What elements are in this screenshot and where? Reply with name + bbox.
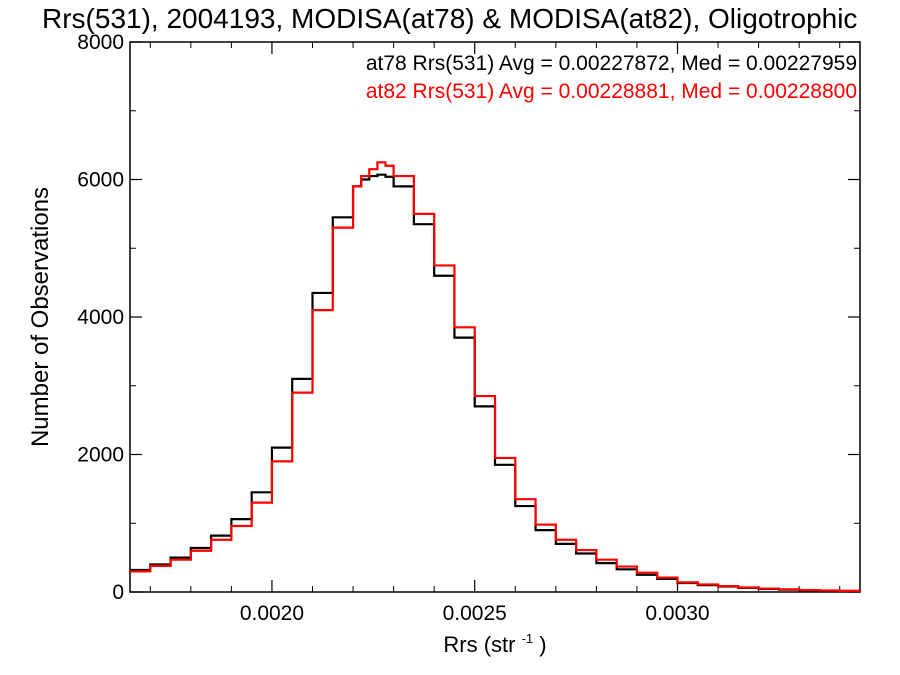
x-axis-label-superscript: -1 (522, 631, 534, 646)
x-tick-label: 0.0025 (443, 602, 507, 625)
y-axis-label: Number of Observations (27, 187, 54, 447)
legend-text-at78: at78 Rrs(531) Avg = 0.00227872, Med = 0.… (366, 52, 857, 75)
chart-title: Rrs(531), 2004193, MODISA(at78) & MODISA… (42, 3, 857, 34)
x-tick-label: 0.0030 (645, 602, 709, 625)
y-tick-label: 0 (112, 581, 124, 604)
y-tick-label: 6000 (77, 169, 124, 192)
y-axis-ticks: 0 2000 4000 6000 8000 (77, 31, 860, 604)
x-axis-label-main: Rrs (str (443, 632, 515, 657)
y-tick-label: 2000 (77, 444, 124, 467)
legend-text-at82: at82 Rrs(531) Avg = 0.00228881, Med = 0.… (366, 80, 857, 103)
series-lines (130, 161, 862, 593)
x-tick-label: 0.0020 (240, 602, 304, 625)
x-axis-label-suffix: ) (539, 632, 546, 657)
x-axis-ticks: 0.0020 0.0025 0.0030 (149, 42, 841, 625)
y-tick-label: 4000 (77, 306, 124, 329)
plot-frame (129, 41, 861, 593)
series-line-at78 (130, 173, 862, 593)
series-line-at82 (130, 161, 862, 592)
x-axis-label: Rrs (str -1 ) (443, 623, 546, 657)
y-tick-label: 8000 (77, 31, 124, 54)
